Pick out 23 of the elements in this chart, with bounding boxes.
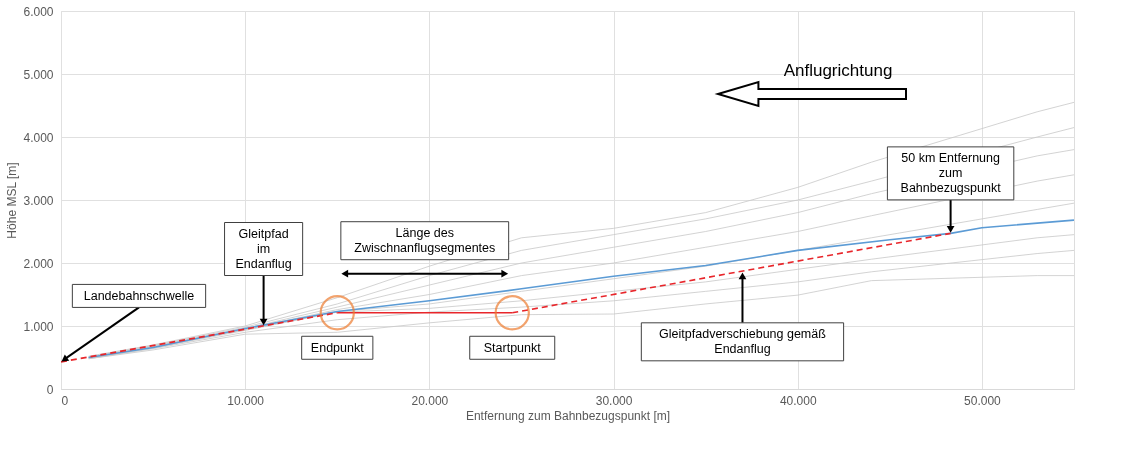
annotation: Länge des Zwischnanflugsegmentes	[354, 226, 496, 256]
x-tick-label: 50.000	[964, 393, 1002, 408]
y-tick-label: 3.000	[23, 193, 54, 208]
y-tick-label: 4.000	[23, 130, 54, 145]
y-tick-label: 0	[46, 382, 54, 397]
annotation: Startpunkt	[483, 340, 542, 355]
y-axis-title: Höhe MSL [m]	[5, 162, 20, 239]
annotation: 50 km Entfernung zum Bahnbezugspunkt	[900, 151, 1002, 196]
x-tick-label: 40.000	[779, 393, 817, 408]
annotation: Gleitpfadverschiebung gemäß Endanflug	[659, 327, 827, 357]
annotation: Landebahnschwelle	[83, 288, 195, 303]
x-tick-label: 30.000	[595, 393, 633, 408]
y-tick-label: 6.000	[23, 4, 54, 19]
x-tick-label: 10.000	[227, 393, 265, 408]
x-axis-title: Entfernung zum Bahnbezugspunkt [m]	[465, 408, 671, 423]
y-tick-label: 5.000	[23, 67, 54, 82]
y-tick-label: 1.000	[23, 319, 54, 334]
x-tick-label: 0	[61, 393, 69, 408]
y-tick-label: 2.000	[23, 256, 54, 271]
annotation: Endpunkt	[310, 340, 365, 355]
annotation: Anflugrichtung	[783, 61, 893, 80]
annotation: Gleitpfad im Endanflug	[235, 227, 292, 271]
x-tick-label: 20.000	[411, 393, 449, 408]
